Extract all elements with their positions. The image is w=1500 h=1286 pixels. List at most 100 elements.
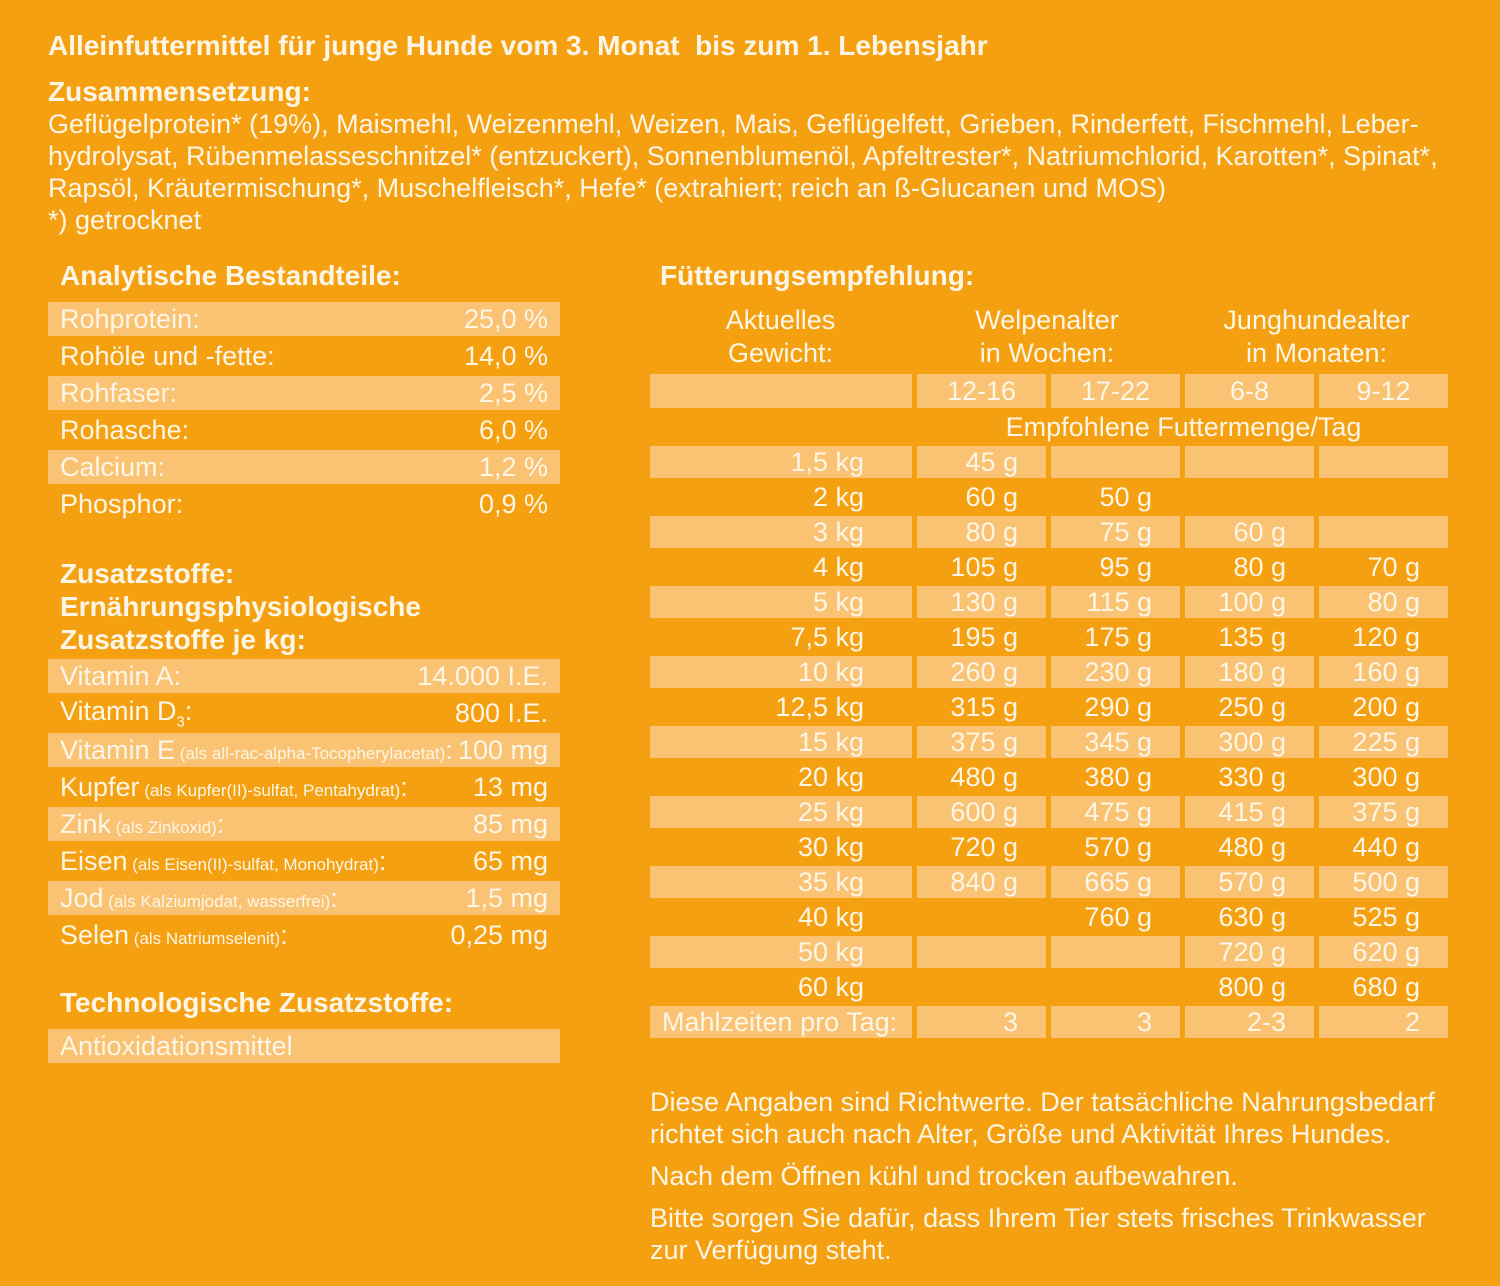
additive-row: Eisen (als Eisen(II)-sulfat, Monohydrat)… [48,844,560,878]
amount-cell-17-22 [1051,936,1180,968]
amount-cell-12-16: 720 g [950,831,1018,862]
additive-label: Selen (als Natriumselenit): [60,920,288,951]
feeding-table-row: 4 kg 105 g 95 g 80 g 70 g [650,551,1450,583]
amount-cell-9-12: 120 g [1352,621,1420,652]
row-value: 6,0 % [478,414,548,445]
additives-heading-line: Zusatzstoffe je kg: [60,624,306,655]
subheader-label: Empfohlene Futtermenge/Tag [1005,411,1362,442]
weight-cell: 12,5 kg [775,691,864,722]
amount-cell-6-8: 415 g [1185,796,1314,828]
feeding-table-row: 20 kg 480 g 380 g 330 g 300 g [650,761,1450,793]
age-col-17-22: 17-22 [1051,374,1180,408]
row-label: Rohfaser: [60,377,178,408]
colgroup-line: in Monaten: [1245,338,1388,368]
amount-cell-9-12: 440 g [1352,831,1420,862]
weight-cell: 30 kg [797,831,864,862]
feeding-table: 12-16 17-22 6-8 9-12 Empfohlene Futterme… [650,374,1450,1038]
weight-cell: 1,5 kg [650,446,912,478]
additives-heading-line: Zusatzstoffe: [60,558,235,589]
weight-cell: 25 kg [650,796,912,828]
additive-colon: : [330,882,338,913]
additive-label: Kupfer (als Kupfer(II)-sulfat, Pentahydr… [60,772,408,803]
amount-cell-6-8: 800 g [1218,971,1286,1002]
composition-footnote: *) getrocknet [48,205,202,235]
additive-value: 0,25 mg [450,919,548,950]
notes-section: Diese Angaben sind Richtwerte. Der tatsä… [650,1086,1490,1276]
row-label: Rohasche: [60,414,190,445]
right-column: Fütterungsempfehlung: Aktuelles Gewicht:… [650,260,1450,1041]
amount-cell-6-8: 300 g [1185,726,1314,758]
row-value: 0,9 % [478,488,548,519]
amount-cell-9-12: 375 g [1319,796,1448,828]
amount-cell-9-12: 80 g [1319,586,1448,618]
amount-cell-17-22: 345 g [1051,726,1180,758]
additive-detail: (als Natriumselenit) [129,928,281,948]
colgroup-line: Gewicht: [727,338,834,368]
amount-cell-12-16: 600 g [917,796,1046,828]
additive-row: Jod (als Kalziumjodat, wasserfrei): 1,5 … [48,881,560,915]
amount-cell-9-12: 225 g [1319,726,1448,758]
product-statement: Alleinfuttermittel für junge Hunde vom 3… [48,30,988,61]
meals-9-12: 2 [1319,1006,1448,1038]
feeding-table-row: 10 kg 260 g 230 g 180 g 160 g [650,656,1450,688]
table-row: Rohasche: 6,0 % [48,413,560,447]
colgroup-line: in Wochen: [979,338,1115,368]
additive-value: 85 mg [472,808,548,839]
meals-label: Mahlzeiten pro Tag: [650,1006,912,1038]
amount-cell-17-22: 175 g [1084,621,1152,652]
row-label: Calcium: [60,451,166,482]
amount-cell-17-22: 95 g [1099,551,1152,582]
feeding-table-row: 2 kg 60 g 50 g [650,481,1450,513]
amount-cell-6-8: 250 g [1218,691,1286,722]
technological-table: Antioxidationsmittel [48,1029,560,1063]
note-line: richtet sich auch nach Alter, Größe und … [650,1119,1392,1149]
additive-row: Kupfer (als Kupfer(II)-sulfat, Pentahydr… [48,770,560,804]
composition-heading: Zusammensetzung: [48,76,311,107]
note-line: Diese Angaben sind Richtwerte. Der tatsä… [650,1087,1435,1117]
amount-cell-6-8: 630 g [1218,901,1286,932]
amount-cell-9-12 [1319,516,1448,548]
table-row: Rohöle und -fette: 14,0 % [48,339,560,373]
amount-cell-17-22: 230 g [1051,656,1180,688]
amount-cell-12-16 [917,901,1046,933]
additive-row: Vitamin E (als all-rac-alpha-Tocopheryla… [48,733,560,767]
amount-cell-12-16: 80 g [917,516,1046,548]
additive-label: Jod (als Kalziumjodat, wasserfrei): [60,883,338,914]
amount-cell-6-8: 720 g [1185,936,1314,968]
table-row: Phosphor: 0,9 % [48,487,560,521]
weight-cell: 2 kg [812,481,864,512]
amount-cell-6-8: 100 g [1185,586,1314,618]
composition-section: Zusammensetzung: Geflügelprotein* (19%),… [48,76,1438,236]
row-value: 1,2 % [478,451,548,482]
amount-cell-12-16: 60 g [965,481,1018,512]
age-col-9-12: 9-12 [1319,374,1448,408]
amount-cell-17-22: 760 g [1084,901,1152,932]
row-value: 25,0 % [463,303,548,334]
amount-cell-17-22: 115 g [1051,586,1180,618]
additive-label: Vitamin E (als all-rac-alpha-Tocopheryla… [60,735,453,766]
additive-name: Kupfer [60,771,140,802]
additive-colon: : [216,808,225,839]
additive-name: Selen [60,919,130,950]
additive-value: 800 I.E. [454,697,548,728]
amount-cell-6-8: 80 g [1233,551,1286,582]
row-label: Antioxidationsmittel [60,1030,293,1061]
amount-cell-9-12 [1319,446,1448,478]
amount-cell-9-12: 200 g [1352,691,1420,722]
feeding-column-groups: Aktuelles Gewicht: Welpenalter in Wochen… [650,304,1450,370]
note-paragraph: Bitte sorgen Sie dafür, dass Ihrem Tier … [650,1202,1490,1266]
subheader-row: Empfohlene Futtermenge/Tag [650,411,1450,443]
additive-label: Zink (als Zinkoxid): [60,809,224,840]
amount-cell-12-16: 105 g [950,551,1018,582]
weight-cell: 60 kg [797,971,864,1002]
additive-label: Vitamin A: [60,661,181,692]
feeding-table-row: 7,5 kg 195 g 175 g 135 g 120 g [650,621,1450,653]
amount-cell-9-12: 70 g [1367,551,1420,582]
additive-name: Jod [60,882,104,913]
amount-cell-6-8: 330 g [1218,761,1286,792]
colgroup-line: Welpenalter [975,305,1119,335]
feeding-rows: 1,5 kg 45 g 2 kg 60 g 50 g 3 kg 80 g 75 … [650,446,1450,1003]
left-column: Analytische Bestandteile: Rohprotein: 25… [48,260,560,1066]
additive-row: Zink (als Zinkoxid): 85 mg [48,807,560,841]
additive-colon: : [280,919,288,950]
